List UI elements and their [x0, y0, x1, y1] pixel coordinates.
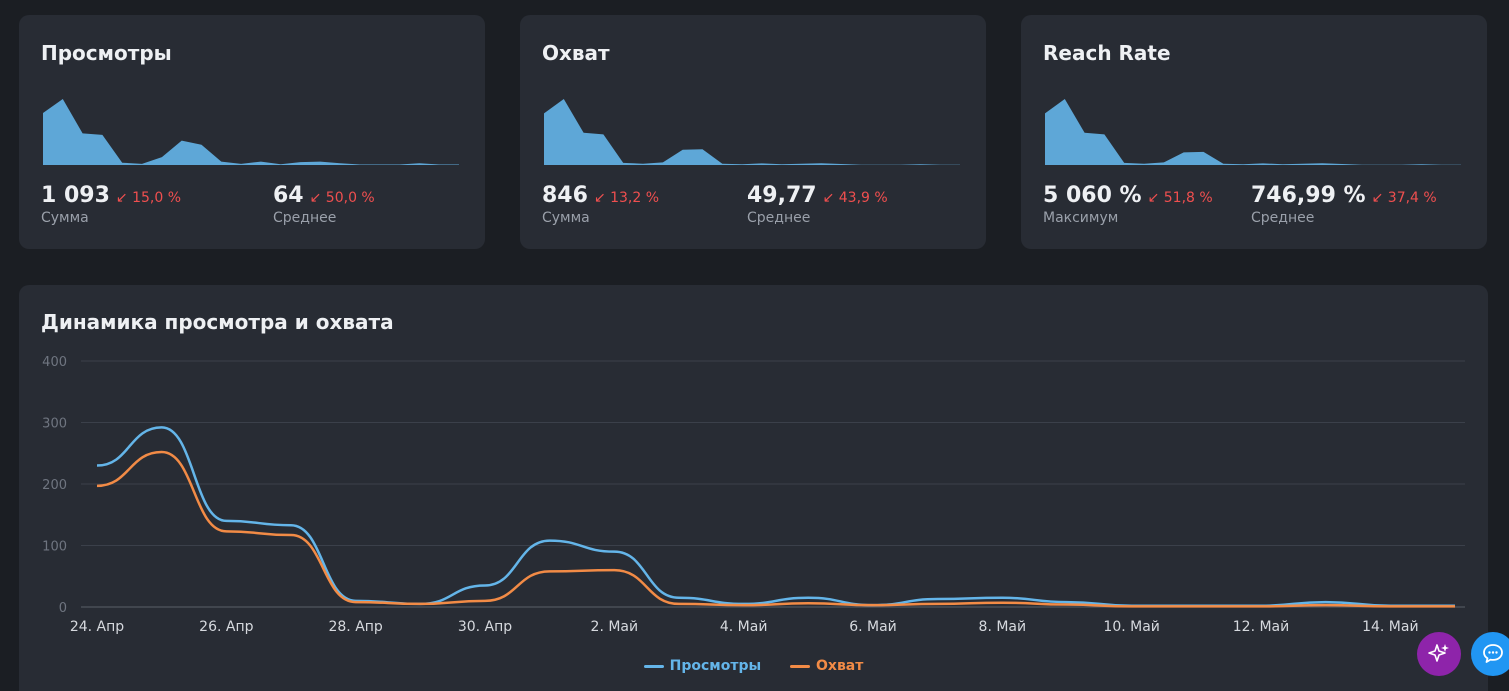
legend-label: Просмотры: [669, 658, 762, 674]
stat-label: Сумма: [41, 210, 89, 226]
stat-change: ↙ 51,8 %: [1147, 190, 1213, 206]
chat-button[interactable]: [1471, 632, 1509, 676]
card-title: Просмотры: [41, 41, 172, 65]
views-avg-stat: 64 ↙ 50,0 % Среднее: [273, 183, 375, 226]
views-sparkline: [43, 99, 459, 165]
reach-card: Охват 846 ↙ 13,2 % Сумма 49,77 ↙ 43,9 % Ср…: [520, 15, 986, 249]
chat-bubble-icon: [1483, 644, 1503, 663]
x-tick-label: 8. Май: [979, 619, 1027, 635]
x-tick-label: 12. Май: [1233, 619, 1289, 635]
y-tick-label: 200: [42, 478, 67, 493]
y-tick-label: 0: [59, 601, 67, 616]
sparkles-icon: [1428, 644, 1449, 662]
x-tick-label: 14. Май: [1362, 619, 1418, 635]
x-tick-label: 10. Май: [1103, 619, 1159, 635]
stat-change: ↙ 37,4 %: [1371, 190, 1437, 206]
stat-value: 64: [273, 183, 304, 208]
x-tick-label: 28. Апр: [328, 619, 382, 635]
x-tick-label: 30. Апр: [458, 619, 512, 635]
series-reach-line[interactable]: [96, 450, 1455, 608]
stat-label: Среднее: [1251, 210, 1315, 226]
stat-change: ↙ 43,9 %: [822, 190, 888, 206]
y-tick-label: 400: [42, 355, 67, 370]
stat-change: ↙ 13,2 %: [593, 190, 660, 206]
dynamics-chart-card: Динамика просмотра и охвата 0 100 200 300 40…: [19, 285, 1488, 691]
reach-rate-sparkline: [1045, 99, 1461, 165]
series-views-line[interactable]: [96, 426, 1455, 608]
legend-item-reach[interactable]: Охват: [790, 658, 863, 674]
ai-assistant-button[interactable]: [1417, 632, 1461, 676]
chart-title: Динамика просмотра и охвата: [41, 310, 394, 334]
chart-legend: Просмотры Охват: [19, 658, 1488, 674]
stat-value: 846: [542, 183, 588, 208]
views-sum-stat: 1 093 ↙ 15,0 % Сумма: [41, 183, 181, 226]
reach-sparkline: [544, 99, 960, 165]
reach-rate-avg-stat: 746,99 % ↙ 37,4 % Среднее: [1251, 183, 1437, 226]
x-tick-label: 4. Май: [720, 619, 768, 635]
reach-rate-card: Reach Rate 5 060 % ↙ 51,8 % Максимум 746,…: [1021, 15, 1487, 249]
stat-value: 1 093: [41, 183, 110, 208]
stat-label: Среднее: [747, 210, 811, 226]
x-tick-label: 6. Май: [849, 619, 897, 635]
reach-avg-stat: 49,77 ↙ 43,9 % Среднее: [747, 183, 888, 226]
stat-value: 746,99 %: [1251, 183, 1366, 208]
y-tick-label: 300: [42, 417, 67, 432]
card-title: Охват: [542, 41, 610, 65]
y-tick-label: 100: [42, 540, 67, 555]
sparkline-area: [1045, 99, 1461, 165]
reach-sum-stat: 846 ↙ 13,2 % Сумма: [542, 183, 659, 226]
x-tick-label: 2. Май: [591, 619, 639, 635]
x-tick-label: 24. Апр: [70, 619, 124, 635]
stat-label: Максимум: [1043, 210, 1119, 226]
sparkline-area: [43, 99, 459, 165]
stat-value: 49,77: [747, 183, 817, 208]
legend-item-views[interactable]: Просмотры: [643, 658, 762, 674]
x-tick-label: 26. Апр: [199, 619, 253, 635]
sparkline-area: [544, 99, 960, 165]
stat-label: Сумма: [542, 210, 590, 226]
stat-change: ↙ 50,0 %: [309, 190, 375, 206]
card-title: Reach Rate: [1043, 41, 1171, 65]
reach-rate-max-stat: 5 060 % ↙ 51,8 % Максимум: [1043, 183, 1213, 226]
stat-label: Среднее: [273, 210, 337, 226]
legend-label: Охват: [816, 658, 864, 674]
views-card: Просмотры 1 093 ↙ 15,0 % Сумма 64 ↙ 50,0 %…: [19, 15, 485, 249]
dynamics-line-chart: 0 100 200 300 400 24. Апр 26. Апр 28. Апр 30. Ап…: [42, 355, 1465, 635]
stat-change: ↙ 15,0 %: [115, 190, 181, 206]
stat-value: 5 060 %: [1043, 183, 1142, 208]
